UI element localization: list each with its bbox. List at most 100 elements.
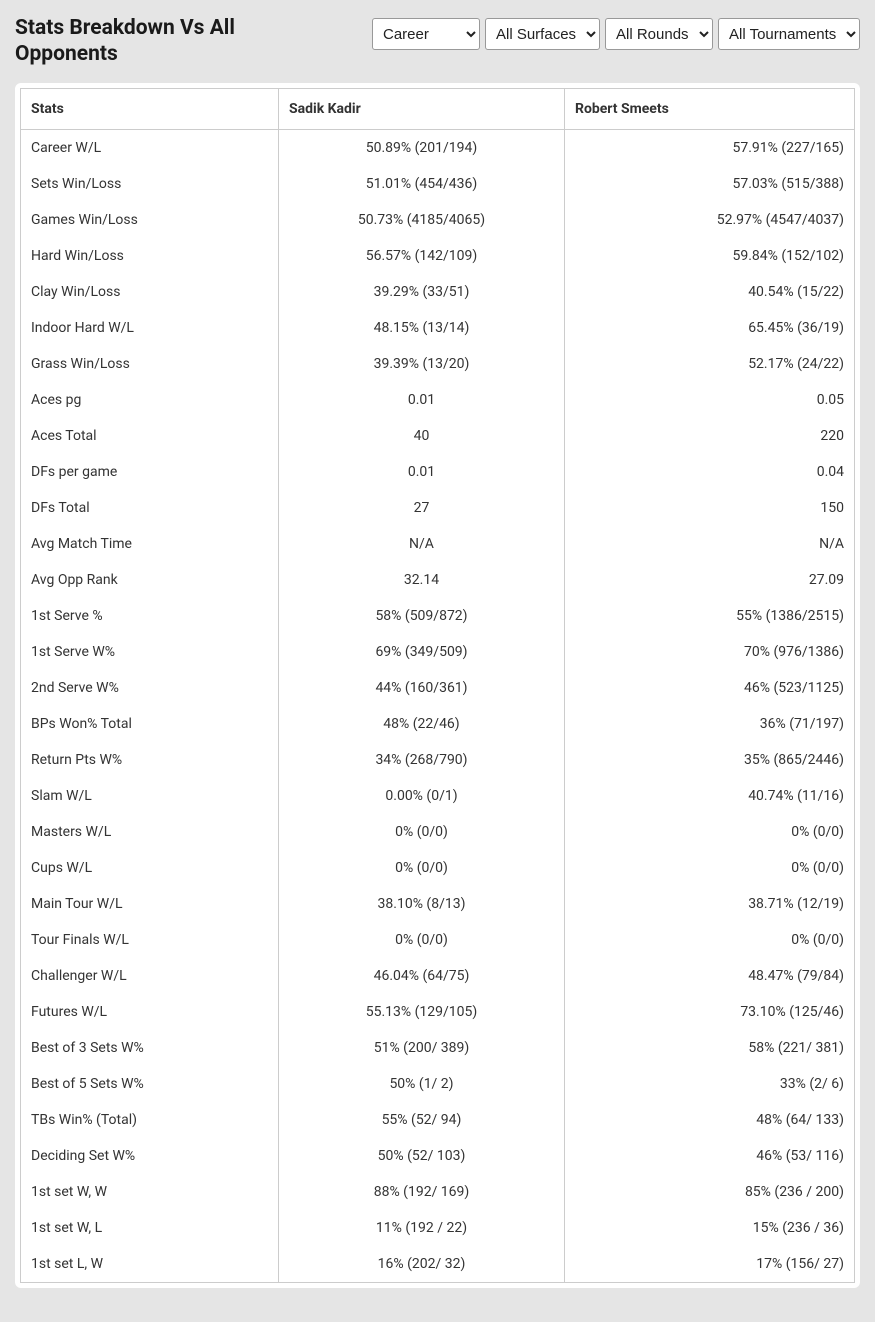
table-row: 1st set W, L11% (192 / 22)15% (236 / 36) xyxy=(21,1210,855,1246)
player-a-value-cell: 50% (52/ 103) xyxy=(279,1138,565,1174)
player-a-value-cell: 32.14 xyxy=(279,562,565,598)
stat-name-cell: Sets Win/Loss xyxy=(21,166,279,202)
player-b-value-cell: 57.91% (227/165) xyxy=(565,129,855,166)
player-b-value-cell: 70% (976/1386) xyxy=(565,634,855,670)
player-a-value-cell: 38.10% (8/13) xyxy=(279,886,565,922)
player-b-value-cell: 220 xyxy=(565,418,855,454)
stat-name-cell: Challenger W/L xyxy=(21,958,279,994)
player-b-value-cell: N/A xyxy=(565,526,855,562)
stats-table-body: Career W/L50.89% (201/194)57.91% (227/16… xyxy=(21,129,855,1282)
stat-name-cell: TBs Win% (Total) xyxy=(21,1102,279,1138)
table-row: Aces Total40220 xyxy=(21,418,855,454)
player-b-value-cell: 58% (221/ 381) xyxy=(565,1030,855,1066)
filter-career[interactable]: Career xyxy=(372,18,480,50)
stat-name-cell: 1st set W, W xyxy=(21,1174,279,1210)
player-a-value-cell: 0% (0/0) xyxy=(279,814,565,850)
player-b-value-cell: 0.05 xyxy=(565,382,855,418)
table-header-row: Stats Sadik Kadir Robert Smeets xyxy=(21,88,855,129)
player-a-value-cell: 48.15% (13/14) xyxy=(279,310,565,346)
table-row: Deciding Set W%50% (52/ 103)46% (53/ 116… xyxy=(21,1138,855,1174)
filter-surface[interactable]: All Surfaces xyxy=(485,18,600,50)
stats-table-wrapper: Stats Sadik Kadir Robert Smeets Career W… xyxy=(15,83,860,1288)
table-row: 1st Serve W%69% (349/509)70% (976/1386) xyxy=(21,634,855,670)
player-b-value-cell: 0% (0/0) xyxy=(565,922,855,958)
stat-name-cell: Avg Opp Rank xyxy=(21,562,279,598)
table-row: Best of 5 Sets W%50% (1/ 2)33% (2/ 6) xyxy=(21,1066,855,1102)
player-b-value-cell: 57.03% (515/388) xyxy=(565,166,855,202)
player-a-value-cell: 46.04% (64/75) xyxy=(279,958,565,994)
table-row: Hard Win/Loss56.57% (142/109)59.84% (152… xyxy=(21,238,855,274)
stat-name-cell: 1st set L, W xyxy=(21,1246,279,1283)
stat-name-cell: 2nd Serve W% xyxy=(21,670,279,706)
player-b-value-cell: 15% (236 / 36) xyxy=(565,1210,855,1246)
player-a-value-cell: 11% (192 / 22) xyxy=(279,1210,565,1246)
player-a-value-cell: 0.01 xyxy=(279,382,565,418)
stat-name-cell: 1st set W, L xyxy=(21,1210,279,1246)
table-row: Futures W/L55.13% (129/105)73.10% (125/4… xyxy=(21,994,855,1030)
table-row: Indoor Hard W/L48.15% (13/14)65.45% (36/… xyxy=(21,310,855,346)
table-row: Best of 3 Sets W%51% (200/ 389)58% (221/… xyxy=(21,1030,855,1066)
player-a-value-cell: N/A xyxy=(279,526,565,562)
player-b-value-cell: 55% (1386/2515) xyxy=(565,598,855,634)
stat-name-cell: Tour Finals W/L xyxy=(21,922,279,958)
player-a-value-cell: 50.73% (4185/4065) xyxy=(279,202,565,238)
player-b-value-cell: 52.97% (4547/4037) xyxy=(565,202,855,238)
table-row: 1st set L, W16% (202/ 32)17% (156/ 27) xyxy=(21,1246,855,1283)
stat-name-cell: Aces Total xyxy=(21,418,279,454)
player-b-value-cell: 48% (64/ 133) xyxy=(565,1102,855,1138)
table-row: TBs Win% (Total)55% (52/ 94)48% (64/ 133… xyxy=(21,1102,855,1138)
stat-name-cell: Best of 3 Sets W% xyxy=(21,1030,279,1066)
stat-name-cell: Clay Win/Loss xyxy=(21,274,279,310)
stat-name-cell: DFs Total xyxy=(21,490,279,526)
stat-name-cell: Games Win/Loss xyxy=(21,202,279,238)
stat-name-cell: Aces pg xyxy=(21,382,279,418)
stat-name-cell: DFs per game xyxy=(21,454,279,490)
stat-name-cell: Hard Win/Loss xyxy=(21,238,279,274)
player-a-value-cell: 0.01 xyxy=(279,454,565,490)
player-b-value-cell: 35% (865/2446) xyxy=(565,742,855,778)
player-b-value-cell: 0.04 xyxy=(565,454,855,490)
player-a-value-cell: 55% (52/ 94) xyxy=(279,1102,565,1138)
table-row: Return Pts W%34% (268/790)35% (865/2446) xyxy=(21,742,855,778)
filter-rounds[interactable]: All Rounds xyxy=(605,18,713,50)
header: Stats Breakdown Vs All Opponents Career … xyxy=(0,0,875,78)
player-b-value-cell: 48.47% (79/84) xyxy=(565,958,855,994)
table-row: Avg Opp Rank32.1427.09 xyxy=(21,562,855,598)
player-a-value-cell: 48% (22/46) xyxy=(279,706,565,742)
filter-tournaments[interactable]: All Tournaments xyxy=(718,18,860,50)
player-a-value-cell: 0.00% (0/1) xyxy=(279,778,565,814)
table-row: 2nd Serve W%44% (160/361)46% (523/1125) xyxy=(21,670,855,706)
player-b-value-cell: 73.10% (125/46) xyxy=(565,994,855,1030)
player-b-value-cell: 46% (53/ 116) xyxy=(565,1138,855,1174)
stat-name-cell: Deciding Set W% xyxy=(21,1138,279,1174)
table-row: Slam W/L0.00% (0/1)40.74% (11/16) xyxy=(21,778,855,814)
player-a-value-cell: 16% (202/ 32) xyxy=(279,1246,565,1283)
player-a-value-cell: 0% (0/0) xyxy=(279,850,565,886)
player-b-value-cell: 38.71% (12/19) xyxy=(565,886,855,922)
player-b-value-cell: 17% (156/ 27) xyxy=(565,1246,855,1283)
player-a-value-cell: 50% (1/ 2) xyxy=(279,1066,565,1102)
player-a-value-cell: 55.13% (129/105) xyxy=(279,994,565,1030)
table-row: DFs Total27150 xyxy=(21,490,855,526)
table-row: 1st set W, W88% (192/ 169)85% (236 / 200… xyxy=(21,1174,855,1210)
player-a-value-cell: 56.57% (142/109) xyxy=(279,238,565,274)
table-row: Sets Win/Loss51.01% (454/436)57.03% (515… xyxy=(21,166,855,202)
player-a-value-cell: 69% (349/509) xyxy=(279,634,565,670)
table-row: Main Tour W/L38.10% (8/13)38.71% (12/19) xyxy=(21,886,855,922)
column-header-player-a: Sadik Kadir xyxy=(279,88,565,129)
table-row: DFs per game0.010.04 xyxy=(21,454,855,490)
player-a-value-cell: 27 xyxy=(279,490,565,526)
stats-table: Stats Sadik Kadir Robert Smeets Career W… xyxy=(20,88,855,1283)
stat-name-cell: Return Pts W% xyxy=(21,742,279,778)
stat-name-cell: Career W/L xyxy=(21,129,279,166)
stat-name-cell: BPs Won% Total xyxy=(21,706,279,742)
player-b-value-cell: 85% (236 / 200) xyxy=(565,1174,855,1210)
stat-name-cell: Masters W/L xyxy=(21,814,279,850)
player-b-value-cell: 59.84% (152/102) xyxy=(565,238,855,274)
player-a-value-cell: 39.39% (13/20) xyxy=(279,346,565,382)
column-header-stats: Stats xyxy=(21,88,279,129)
player-a-value-cell: 39.29% (33/51) xyxy=(279,274,565,310)
stat-name-cell: Futures W/L xyxy=(21,994,279,1030)
player-b-value-cell: 150 xyxy=(565,490,855,526)
stat-name-cell: 1st Serve W% xyxy=(21,634,279,670)
